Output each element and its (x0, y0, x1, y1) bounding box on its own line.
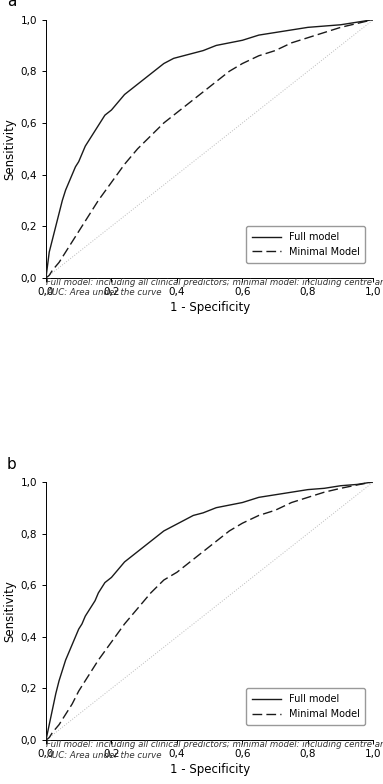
Text: Full model: including all clinical predictors; minimal model: including centre a: Full model: including all clinical predi… (46, 278, 383, 297)
Y-axis label: Sensitivity: Sensitivity (3, 580, 16, 642)
Y-axis label: Sensitivity: Sensitivity (3, 118, 16, 180)
Text: Full model: including all clinical predictors; minimal model: including centre a: Full model: including all clinical predi… (46, 740, 383, 760)
Legend: Full model, Minimal Model: Full model, Minimal Model (246, 688, 365, 725)
Legend: Full model, Minimal Model: Full model, Minimal Model (246, 227, 365, 263)
X-axis label: 1 - Specificity: 1 - Specificity (170, 301, 250, 314)
X-axis label: 1 - Specificity: 1 - Specificity (170, 764, 250, 776)
Text: b: b (7, 456, 16, 471)
Text: a: a (7, 0, 16, 9)
